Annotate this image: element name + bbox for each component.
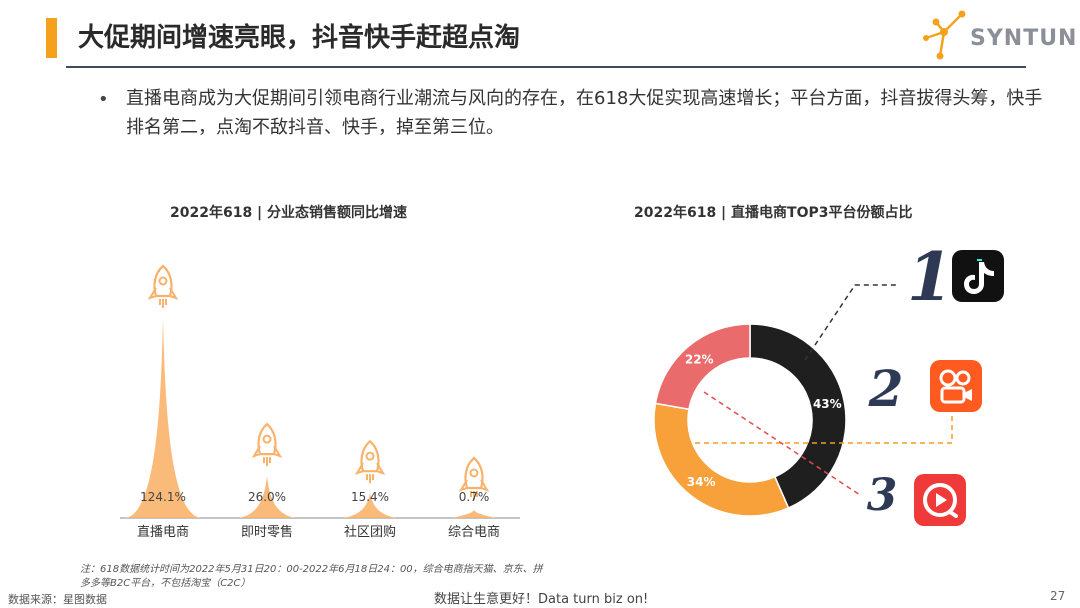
slice-0	[749, 323, 847, 509]
rank-number-1: 1	[907, 238, 953, 316]
slice-label: 43%	[813, 397, 842, 411]
share-donut-chart: 43% 34% 22% 12 3	[653, 238, 1004, 526]
bar-chart-title: 2022年618 | 分业态销售额同比增速	[170, 205, 408, 221]
value-label: 15.4%	[351, 490, 389, 504]
data-source: 数据来源：星图数据	[8, 593, 107, 606]
rocket-icon	[354, 439, 386, 484]
slogan: 数据让生意更好！Data turn biz on!	[434, 592, 649, 607]
bullet-marker: •	[98, 89, 109, 110]
title-accent-bar	[46, 18, 57, 58]
value-label: 0.7%	[459, 490, 490, 504]
syntun-logo	[923, 10, 966, 60]
category-label: 综合电商	[448, 525, 500, 540]
slice-label: 34%	[687, 475, 716, 489]
bar-0	[125, 318, 201, 518]
title-divider	[66, 66, 1026, 68]
rocket-icon	[251, 422, 283, 467]
logo-text: SYNTUN	[970, 26, 1078, 51]
bar-1	[238, 476, 296, 518]
diantao-icon	[914, 474, 966, 526]
category-label: 直播电商	[137, 525, 189, 540]
page-number: 27	[1050, 589, 1066, 603]
douyin-icon	[952, 250, 1004, 302]
connector-1	[804, 284, 898, 361]
rocket-icon	[147, 264, 179, 308]
growth-bar-chart: 124.1% 直播电商 26.0% 即时零售 15.4% 社区团购 0.7% 综合电商	[120, 264, 520, 540]
rocket-icon	[458, 456, 490, 500]
connector-3	[703, 391, 861, 496]
kuaishou-icon	[930, 360, 982, 412]
slice-1	[653, 402, 790, 517]
summary-text: 直播电商成为大促期间引领电商行业潮流与风向的存在，在618大促实现高速增长；平台…	[126, 88, 1043, 138]
value-label: 26.0%	[248, 490, 286, 504]
value-label: 124.1%	[140, 490, 186, 504]
bar-2	[343, 493, 397, 518]
rank-number-3: 3	[867, 470, 898, 521]
slice-label: 22%	[685, 352, 714, 366]
donut-chart-title: 2022年618 | 直播电商TOP3平台份额占比	[634, 205, 913, 221]
page-title: 大促期间增速亮眼，抖音快手赶超点淘	[78, 23, 521, 53]
bar-3	[452, 510, 496, 518]
rank-number-2: 2	[868, 359, 904, 418]
category-label: 即时零售	[241, 524, 293, 540]
category-label: 社区团购	[344, 524, 396, 540]
slice-2	[654, 323, 751, 411]
footnote: 注：618数据统计时间为2022年5月31日20：00-2022年6月18日24…	[80, 564, 543, 589]
